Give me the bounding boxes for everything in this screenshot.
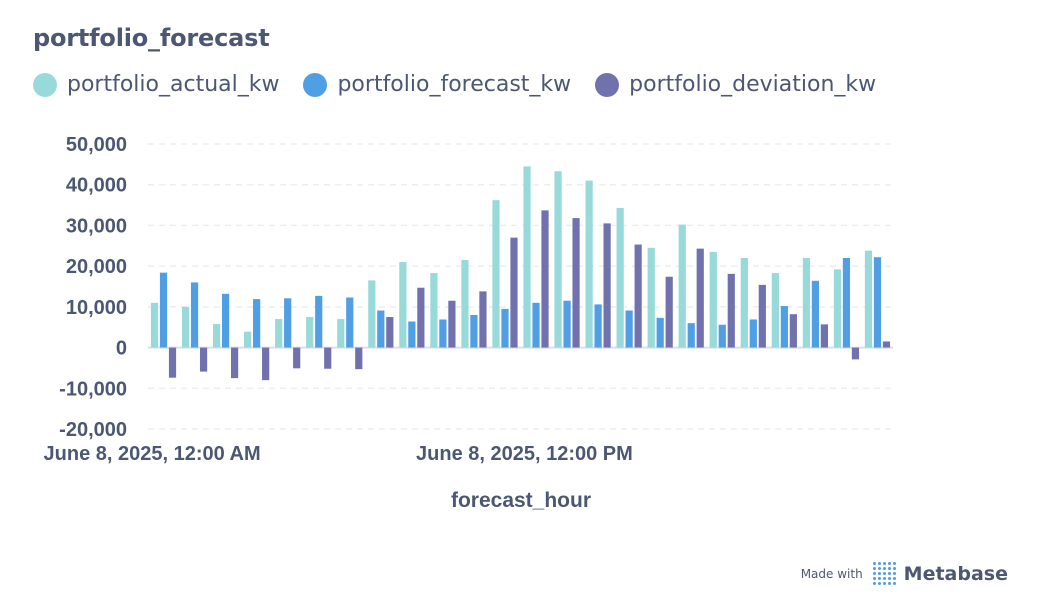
x-tick-label: June 8, 2025, 12:00 AM <box>44 443 261 465</box>
bar-portfolio_deviation_kw[interactable] <box>882 341 891 348</box>
bar-portfolio_forecast_kw[interactable] <box>718 324 726 348</box>
bar-portfolio_actual_kw[interactable] <box>523 166 531 348</box>
legend-label-forecast: portfolio_forecast_kw <box>337 72 572 97</box>
chart-title: portfolio_forecast <box>33 24 270 52</box>
bar-portfolio_deviation_kw[interactable] <box>479 291 487 348</box>
y-tick-label: 10,000 <box>66 297 127 319</box>
legend-dot-forecast <box>303 72 328 97</box>
bar-portfolio_actual_kw[interactable] <box>554 171 562 348</box>
bar-portfolio_actual_kw[interactable] <box>647 247 655 348</box>
bar-portfolio_forecast_kw[interactable] <box>873 257 882 348</box>
bar-portfolio_deviation_kw[interactable] <box>262 347 270 381</box>
bar-portfolio_actual_kw[interactable] <box>275 319 283 348</box>
bar-portfolio_actual_kw[interactable] <box>771 273 779 348</box>
bar-portfolio_forecast_kw[interactable] <box>346 297 354 348</box>
x-tick-label: June 8, 2025, 12:00 PM <box>416 443 633 465</box>
y-tick-label: -10,000 <box>59 378 127 400</box>
bar-portfolio_forecast_kw[interactable] <box>532 302 540 348</box>
bar-portfolio_deviation_kw[interactable] <box>541 210 549 348</box>
bar-portfolio_actual_kw[interactable] <box>306 317 314 348</box>
bar-portfolio_actual_kw[interactable] <box>399 262 407 348</box>
bar-portfolio_forecast_kw[interactable] <box>594 304 602 348</box>
legend-label-actual: portfolio_actual_kw <box>67 72 280 97</box>
bar-portfolio_actual_kw[interactable] <box>244 331 252 348</box>
bar-portfolio_deviation_kw[interactable] <box>727 273 735 348</box>
bar-portfolio_actual_kw[interactable] <box>430 273 438 348</box>
bar-portfolio_deviation_kw[interactable] <box>572 218 580 348</box>
bar-portfolio_deviation_kw[interactable] <box>665 276 673 348</box>
bar-portfolio_deviation_kw[interactable] <box>634 244 642 348</box>
bar-portfolio_deviation_kw[interactable] <box>758 284 766 348</box>
x-axis-label: forecast_hour <box>451 489 591 512</box>
legend-item-deviation[interactable]: portfolio_deviation_kw <box>595 72 876 97</box>
bar-portfolio_forecast_kw[interactable] <box>377 310 385 348</box>
bar-portfolio_actual_kw[interactable] <box>368 280 376 348</box>
bar-portfolio_actual_kw[interactable] <box>833 269 842 348</box>
bar-portfolio_deviation_kw[interactable] <box>355 347 363 370</box>
bar-portfolio_actual_kw[interactable] <box>337 319 345 348</box>
bar-portfolio_deviation_kw[interactable] <box>603 223 611 348</box>
bar-portfolio_deviation_kw[interactable] <box>324 347 332 369</box>
bar-portfolio_deviation_kw[interactable] <box>199 347 208 372</box>
bar-portfolio_deviation_kw[interactable] <box>851 347 860 360</box>
bar-portfolio_deviation_kw[interactable] <box>293 347 301 369</box>
bar-portfolio_actual_kw[interactable] <box>492 200 500 348</box>
bar-portfolio_actual_kw[interactable] <box>740 258 748 348</box>
made-with-label: Made with <box>800 566 863 581</box>
bar-portfolio_deviation_kw[interactable] <box>789 314 797 348</box>
y-tick-label: 40,000 <box>66 175 127 197</box>
footer: Made with Metabase <box>801 562 1008 585</box>
bar-portfolio_forecast_kw[interactable] <box>408 321 416 348</box>
bar-portfolio_deviation_kw[interactable] <box>820 324 828 348</box>
bar-portfolio_deviation_kw[interactable] <box>168 347 177 378</box>
bar-portfolio_forecast_kw[interactable] <box>842 258 851 348</box>
bar-portfolio_deviation_kw[interactable] <box>231 347 239 379</box>
bar-portfolio_deviation_kw[interactable] <box>510 237 518 348</box>
legend-dot-actual <box>33 72 57 97</box>
y-tick-label: -20,000 <box>59 419 127 441</box>
y-tick-label: 20,000 <box>66 256 127 278</box>
bar-portfolio_forecast_kw[interactable] <box>439 319 447 348</box>
bar-portfolio_forecast_kw[interactable] <box>687 323 695 348</box>
bar-portfolio_actual_kw[interactable] <box>461 260 469 348</box>
bar-portfolio_forecast_kw[interactable] <box>749 319 757 348</box>
legend-label-deviation: portfolio_deviation_kw <box>629 72 877 97</box>
bar-portfolio_forecast_kw[interactable] <box>470 315 478 348</box>
legend: portfolio_actual_kw portfolio_forecast_k… <box>33 72 900 97</box>
bar-portfolio_actual_kw[interactable] <box>709 251 717 348</box>
bar-portfolio_forecast_kw[interactable] <box>315 295 323 348</box>
bar-portfolio_forecast_kw[interactable] <box>222 293 230 348</box>
legend-dot-deviation <box>595 72 620 97</box>
bar-portfolio_forecast_kw[interactable] <box>811 280 819 348</box>
bar-portfolio_forecast_kw[interactable] <box>563 300 571 348</box>
bar-portfolio_actual_kw[interactable] <box>802 258 810 348</box>
bar-portfolio_deviation_kw[interactable] <box>696 248 704 348</box>
bar-portfolio_forecast_kw[interactable] <box>625 310 633 348</box>
bar-portfolio_forecast_kw[interactable] <box>501 308 509 348</box>
bar-portfolio_deviation_kw[interactable] <box>448 300 456 348</box>
bar-portfolio_forecast_kw[interactable] <box>159 272 168 348</box>
bar-portfolio_actual_kw[interactable] <box>181 306 190 348</box>
bar-portfolio_forecast_kw[interactable] <box>253 299 261 348</box>
bar-portfolio_actual_kw[interactable] <box>585 180 593 348</box>
bar-portfolio_forecast_kw[interactable] <box>284 298 292 348</box>
metabase-logo-icon <box>872 562 896 585</box>
bar-portfolio_actual_kw[interactable] <box>150 302 159 348</box>
y-tick-label: 50,000 <box>66 134 127 156</box>
bar-portfolio_actual_kw[interactable] <box>678 224 686 348</box>
legend-item-forecast[interactable]: portfolio_forecast_kw <box>303 72 571 97</box>
bar-portfolio_actual_kw[interactable] <box>616 207 624 348</box>
bar-portfolio_deviation_kw[interactable] <box>386 317 394 348</box>
bar-portfolio_actual_kw[interactable] <box>864 250 873 348</box>
legend-item-actual[interactable]: portfolio_actual_kw <box>33 72 279 97</box>
bar-portfolio_forecast_kw[interactable] <box>656 317 664 348</box>
bar-portfolio_forecast_kw[interactable] <box>780 306 788 348</box>
bar-portfolio_forecast_kw[interactable] <box>190 282 199 348</box>
bar-portfolio_actual_kw[interactable] <box>213 323 221 348</box>
bar-portfolio_deviation_kw[interactable] <box>417 287 425 348</box>
metabase-brand[interactable]: Metabase <box>903 562 1008 585</box>
y-tick-label: 0 <box>116 338 127 360</box>
y-tick-label: 30,000 <box>66 215 127 237</box>
